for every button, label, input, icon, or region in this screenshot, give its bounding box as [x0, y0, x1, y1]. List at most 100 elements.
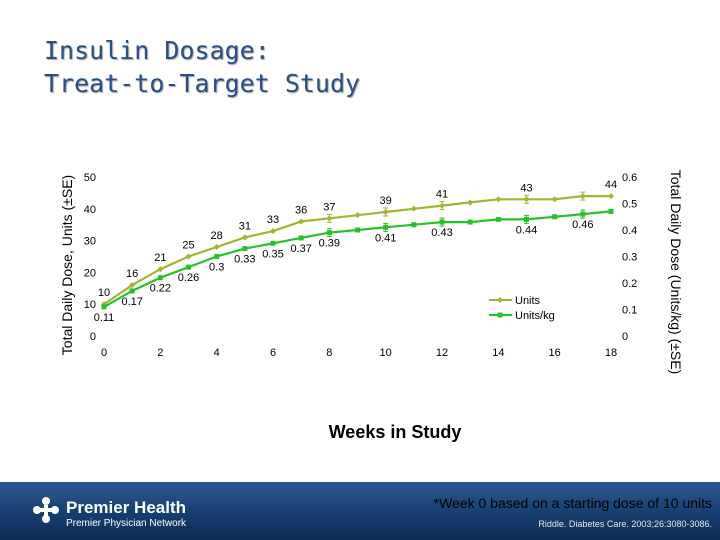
- data-point-units-kg: [129, 288, 135, 294]
- data-label-units-kg: 0.46: [572, 219, 593, 231]
- data-point-units-kg: [355, 227, 360, 233]
- data-label-units-kg: 0.39: [319, 238, 340, 250]
- data-point-units-kg: [157, 275, 163, 281]
- data-point-units: [551, 196, 558, 203]
- data-label-units-kg: 0.26: [178, 272, 199, 284]
- x-tick-label: 2: [157, 347, 163, 359]
- data-point-units-kg: [608, 208, 614, 214]
- data-label-units-kg: 0.17: [121, 296, 142, 308]
- data-point-units: [382, 208, 389, 215]
- data-point-units-kg: [326, 230, 332, 236]
- data-point-units-kg: [186, 264, 191, 270]
- data-point-units-kg: [524, 216, 529, 222]
- x-axis-title: Weeks in Study: [328, 422, 462, 442]
- data-point-units-kg: [411, 222, 417, 228]
- data-point-units-kg: [383, 224, 389, 230]
- x-tick-label: 4: [214, 347, 220, 359]
- logo-subtitle: Premier Physician Network: [66, 518, 187, 529]
- data-point-units-kg: [214, 254, 220, 259]
- data-label-units-kg: 0.37: [290, 243, 311, 255]
- data-label-units-kg: 0.22: [150, 283, 171, 295]
- x-tick-label: 16: [549, 347, 561, 359]
- data-label-units-kg: 0.43: [431, 227, 452, 239]
- data-point-units: [523, 196, 530, 203]
- y-right-tick-label: 0.6: [622, 172, 637, 184]
- data-label-units: 25: [182, 240, 194, 252]
- data-label-units-kg: 0.35: [262, 248, 283, 260]
- data-point-units: [241, 234, 248, 241]
- x-tick-label: 10: [380, 347, 392, 359]
- data-label-units-kg: 0.41: [375, 232, 396, 244]
- data-point-units: [467, 199, 474, 206]
- data-point-units-kg: [580, 211, 586, 217]
- data-label-units: 21: [154, 252, 166, 264]
- y-left-tick-label: 40: [84, 204, 96, 216]
- data-point-units-kg: [101, 304, 107, 310]
- data-point-units: [495, 196, 502, 203]
- data-point-units: [213, 243, 220, 250]
- data-point-units: [185, 253, 192, 260]
- data-point-units-kg: [242, 246, 248, 252]
- data-point-units: [270, 228, 276, 235]
- data-point-units: [579, 193, 586, 200]
- data-label-units: 10: [98, 287, 110, 299]
- data-point-units-kg: [270, 240, 276, 246]
- legend-marker-units-kg: [497, 312, 503, 318]
- y-right-tick-label: 0.5: [622, 199, 637, 211]
- citation: Riddle. Diabetes Care. 2003;26:3080-3086…: [538, 519, 712, 529]
- data-label-units: 36: [295, 205, 307, 217]
- y-left-tick-label: 30: [84, 236, 96, 248]
- data-point-units: [129, 282, 136, 289]
- y-right-tick-label: 0.3: [622, 252, 637, 264]
- data-label-units-kg: 0.44: [516, 224, 537, 236]
- y-left-tick-label: 0: [90, 331, 96, 343]
- y-left-tick-label: 10: [84, 299, 96, 311]
- x-tick-label: 14: [492, 347, 504, 359]
- y-right-tick-label: 0: [622, 331, 628, 343]
- data-label-units: 43: [520, 182, 532, 194]
- slide-title: Insulin Dosage: Treat-to-Target Study: [44, 34, 360, 100]
- y-right-tick-label: 0.4: [622, 225, 637, 237]
- data-point-units: [354, 212, 361, 219]
- x-tick-label: 8: [326, 347, 332, 359]
- data-point-units: [326, 215, 333, 222]
- premier-health-logo: Premier Health Premier Physician Network: [32, 496, 202, 530]
- data-label-units-kg: 0.3: [209, 262, 224, 274]
- data-label-units-kg: 0.33: [234, 254, 255, 266]
- footer-bar: Premier Health Premier Physician Network…: [0, 482, 720, 540]
- premier-health-symbol-icon: [33, 497, 59, 523]
- logo-name: Premier Health: [66, 498, 186, 517]
- data-point-units: [439, 202, 445, 209]
- data-point-units: [298, 218, 305, 225]
- data-point-units-kg: [439, 219, 445, 225]
- data-label-units: 44: [605, 179, 617, 191]
- data-point-units: [608, 193, 614, 200]
- slide-title-line-1: Insulin Dosage:: [44, 36, 270, 65]
- x-tick-label: 6: [270, 347, 276, 359]
- data-label-units: 39: [380, 195, 392, 207]
- x-tick-label: 0: [101, 347, 107, 359]
- x-tick-label: 12: [436, 347, 448, 359]
- slide-title-line-2: Treat-to-Target Study: [44, 69, 361, 98]
- data-label-units: 31: [239, 220, 251, 232]
- data-label-units: 33: [267, 214, 279, 226]
- y-right-tick-label: 0.1: [622, 305, 637, 317]
- data-point-units-kg: [495, 216, 501, 222]
- data-label-units-kg: 0.11: [94, 312, 115, 324]
- legend-marker-units: [497, 297, 503, 303]
- legend-label-units: Units: [515, 295, 541, 307]
- y-right-tick-label: 0.2: [622, 278, 637, 290]
- data-point-units: [157, 266, 164, 273]
- data-point-units-kg: [298, 235, 304, 241]
- y-left-tick-label: 50: [84, 172, 96, 184]
- data-point-units-kg: [467, 219, 473, 225]
- data-point-units: [410, 205, 417, 212]
- data-label-units: 37: [323, 201, 335, 213]
- data-label-units: 28: [211, 230, 223, 242]
- data-point-units-kg: [552, 214, 558, 220]
- legend-label-units-kg: Units/kg: [515, 310, 555, 322]
- footnote: *Week 0 based on a starting dose of 10 u…: [433, 495, 712, 511]
- data-label-units: 16: [126, 268, 138, 280]
- y-left-tick-label: 20: [84, 267, 96, 279]
